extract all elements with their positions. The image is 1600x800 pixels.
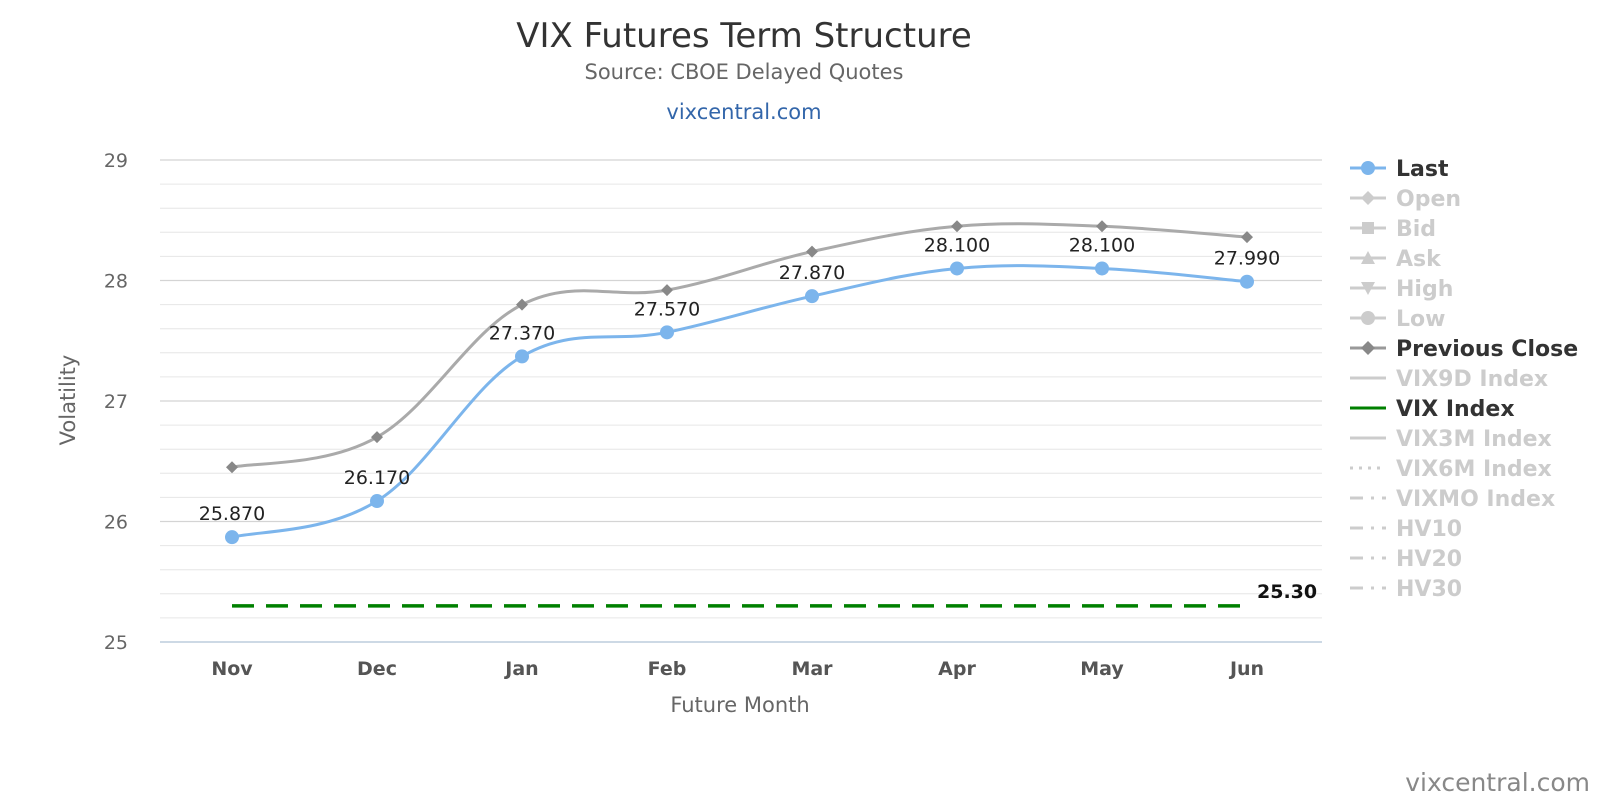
x-tick-label: Jan xyxy=(503,658,538,680)
previous-close-line xyxy=(231,222,1248,469)
last-point[interactable] xyxy=(370,494,384,509)
legend-item[interactable]: HV10 xyxy=(1350,517,1462,542)
legend-item[interactable]: Previous Close xyxy=(1350,337,1578,362)
x-axis-title: Future Month xyxy=(670,693,809,717)
last-point[interactable] xyxy=(950,261,964,276)
legend-item[interactable]: VIX9D Index xyxy=(1350,367,1548,392)
last-data-label: 27.990 xyxy=(1214,248,1280,270)
legend-diamond-icon xyxy=(1361,341,1375,355)
x-tick-label: Feb xyxy=(648,658,687,680)
legend-item[interactable]: Bid xyxy=(1350,217,1436,242)
last-point[interactable] xyxy=(805,289,819,304)
legend-label: VIXMO Index xyxy=(1396,487,1555,512)
y-tick-label: 26 xyxy=(104,512,128,534)
last-data-label: 26.170 xyxy=(344,467,410,489)
previous-close-point[interactable] xyxy=(806,245,818,258)
legend-diamond-icon xyxy=(1361,191,1375,205)
last-data-label: 28.100 xyxy=(1069,234,1135,256)
y-tick-label: 29 xyxy=(104,150,128,172)
legend-label: Low xyxy=(1396,307,1445,332)
chart-subtitle: Source: CBOE Delayed Quotes xyxy=(585,60,904,84)
last-data-label: 27.370 xyxy=(489,322,555,344)
legend-label: Ask xyxy=(1396,247,1442,272)
vix-index-label: 25.30 xyxy=(1257,581,1317,603)
legend-label: HV20 xyxy=(1396,547,1462,572)
previous-close-point[interactable] xyxy=(1241,231,1253,244)
last-point[interactable] xyxy=(660,325,674,340)
x-tick-label: Mar xyxy=(791,658,833,680)
last-data-label: 27.870 xyxy=(779,262,845,284)
legend-item[interactable]: HV30 xyxy=(1350,577,1462,602)
legend-label: Open xyxy=(1396,187,1461,212)
y-tick-label: 27 xyxy=(104,391,128,413)
y-axis-title: Volatility xyxy=(56,355,80,446)
legend-triangle-down-icon xyxy=(1361,282,1375,295)
previous-close-point[interactable] xyxy=(951,220,963,233)
series-layer: 25.30 25.870 26.170 27.370 27.570 27.870 28.10… xyxy=(199,220,1317,608)
previous-close-point[interactable] xyxy=(661,284,673,297)
legend-item[interactable]: Ask xyxy=(1350,247,1442,272)
x-axis: Nov Dec Jan Feb Mar Apr May Jun xyxy=(211,658,1264,680)
legend-item[interactable]: VIX3M Index xyxy=(1350,427,1552,452)
x-tick-label: Apr xyxy=(938,658,976,680)
legend-square-icon xyxy=(1362,222,1374,234)
source-link[interactable]: vixcentral.com xyxy=(666,100,821,124)
legend-circle-icon xyxy=(1361,311,1375,325)
legend-label: High xyxy=(1396,277,1453,302)
legend-item[interactable]: HV20 xyxy=(1350,547,1462,572)
legend-item[interactable]: High xyxy=(1350,277,1453,302)
previous-close-point[interactable] xyxy=(371,431,383,444)
x-tick-label: May xyxy=(1080,658,1124,680)
legend-item[interactable]: VIX Index xyxy=(1350,397,1515,422)
legend-label: VIX6M Index xyxy=(1396,457,1552,482)
previous-close-point[interactable] xyxy=(516,298,528,311)
legend-label: VIX Index xyxy=(1396,397,1515,422)
y-tick-label: 28 xyxy=(104,271,128,293)
x-tick-label: Jun xyxy=(1228,658,1264,680)
y-tick-label: 25 xyxy=(104,632,128,654)
legend-label: HV30 xyxy=(1396,577,1462,602)
last-data-label: 28.100 xyxy=(924,234,990,256)
last-point[interactable] xyxy=(515,349,529,364)
y-axis: 25 26 27 28 29 xyxy=(104,150,128,654)
last-point[interactable] xyxy=(225,530,239,545)
chart-title: VIX Futures Term Structure xyxy=(516,16,972,56)
last-data-label: 27.570 xyxy=(634,298,700,320)
legend-circle-icon xyxy=(1361,161,1375,175)
legend-label: Previous Close xyxy=(1396,337,1578,362)
last-line xyxy=(231,264,1248,539)
legend-label: Last xyxy=(1396,157,1449,182)
legend-item[interactable]: Low xyxy=(1350,307,1445,332)
legend-item[interactable]: Last xyxy=(1350,157,1449,182)
legend-label: HV10 xyxy=(1396,517,1462,542)
legend: Last Open Bid Ask High Low Previous Close VIX9D… xyxy=(1350,157,1578,602)
previous-close-point[interactable] xyxy=(1096,220,1108,233)
last-data-label: 25.870 xyxy=(199,503,265,525)
x-tick-label: Dec xyxy=(357,658,397,680)
legend-item[interactable]: VIX6M Index xyxy=(1350,457,1552,482)
grid-lines xyxy=(160,159,1322,643)
legend-label: VIX3M Index xyxy=(1396,427,1552,452)
last-point[interactable] xyxy=(1240,274,1254,289)
last-point[interactable] xyxy=(1095,261,1109,276)
legend-item[interactable]: VIXMO Index xyxy=(1350,487,1555,512)
credit-text[interactable]: vixcentral.com xyxy=(1405,768,1590,797)
legend-label: Bid xyxy=(1396,217,1436,242)
legend-triangle-icon xyxy=(1361,251,1375,264)
legend-label: VIX9D Index xyxy=(1396,367,1548,392)
x-tick-label: Nov xyxy=(211,658,253,680)
legend-item[interactable]: Open xyxy=(1350,187,1461,212)
previous-close-point[interactable] xyxy=(226,461,238,474)
